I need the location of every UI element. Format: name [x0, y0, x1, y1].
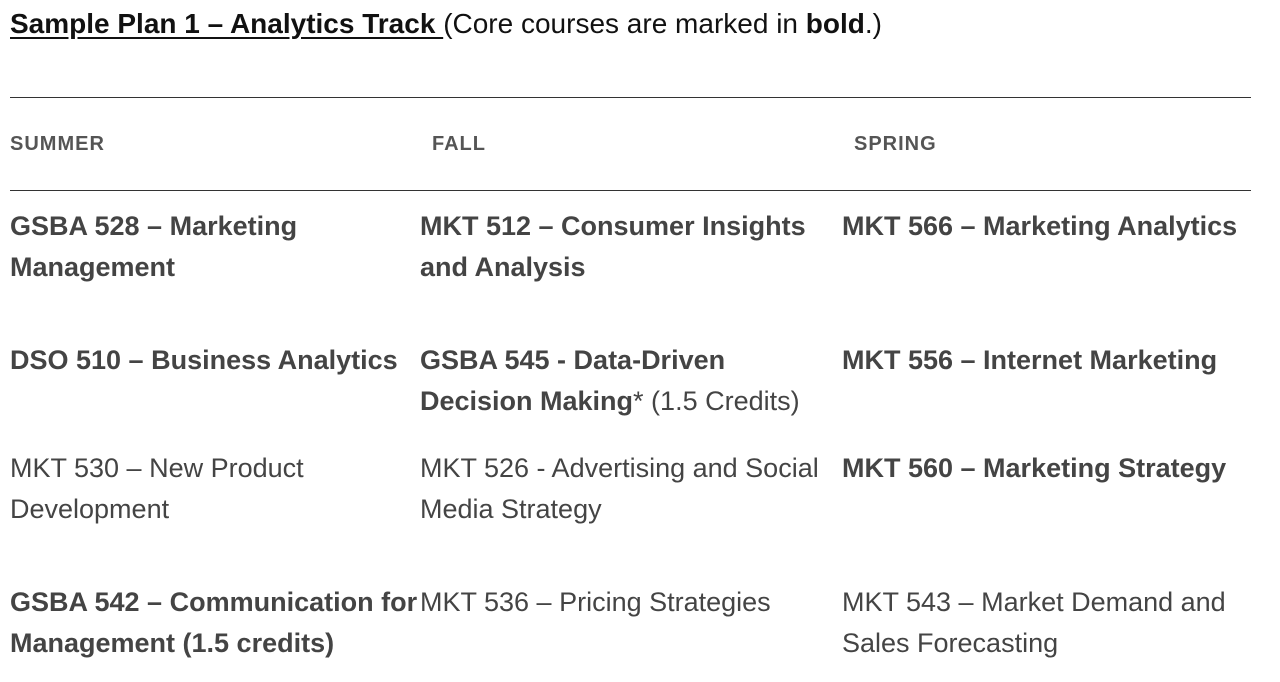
course-cell-spring: MKT 560 – Marketing Strategy [842, 448, 1252, 489]
header-fall: FALL [432, 133, 486, 155]
course-text: * (1.5 Credits) [633, 386, 800, 416]
page-title: Sample Plan 1 – Analytics Track (Core co… [10, 8, 882, 40]
title-note-suffix: .) [864, 8, 882, 39]
course-text: MKT 526 - Advertising and Social Media S… [420, 453, 819, 524]
course-cell-summer: MKT 530 – New Product Development [10, 448, 420, 530]
course-cell-summer: DSO 510 – Business Analytics [10, 340, 420, 381]
course-cell-fall: MKT 512 – Consumer Insights and Analysis [420, 206, 830, 288]
title-main: Sample Plan 1 – Analytics Track [10, 8, 444, 39]
core-course-text: GSBA 542 – Communication for Management … [10, 587, 418, 658]
title-note-bold: bold [805, 8, 865, 39]
core-course-text: MKT 512 – Consumer Insights and Analysis [420, 211, 806, 282]
course-cell-summer: GSBA 542 – Communication for Management … [10, 582, 420, 664]
core-course-text: DSO 510 – Business Analytics [10, 345, 398, 375]
core-course-text: MKT 566 – Marketing Analytics [842, 211, 1238, 241]
course-cell-spring: MKT 556 – Internet Marketing [842, 340, 1252, 381]
course-text: MKT 543 – Market Demand and Sales Foreca… [842, 587, 1226, 658]
table-top-rule [10, 97, 1251, 98]
course-cell-spring: MKT 543 – Market Demand and Sales Foreca… [842, 582, 1252, 664]
core-course-text: GSBA 528 – Marketing Management [10, 211, 298, 282]
course-text: MKT 530 – New Product Development [10, 453, 304, 524]
core-course-text: MKT 556 – Internet Marketing [842, 345, 1218, 375]
course-cell-fall: MKT 526 - Advertising and Social Media S… [420, 448, 830, 530]
header-summer: SUMMER [10, 133, 105, 155]
course-cell-summer: GSBA 528 – Marketing Management [10, 206, 420, 288]
course-text: MKT 536 – Pricing Strategies [420, 587, 771, 617]
core-course-text: MKT 560 – Marketing Strategy [842, 453, 1227, 483]
header-rule [10, 190, 1251, 191]
course-cell-fall: MKT 536 – Pricing Strategies [420, 582, 830, 623]
course-cell-spring: MKT 566 – Marketing Analytics [842, 206, 1252, 247]
core-course-text: GSBA 545 - Data-Driven Decision Making [420, 345, 726, 416]
title-note-prefix: (Core courses are marked in [443, 8, 806, 39]
header-spring: SPRING [854, 133, 937, 155]
course-cell-fall: GSBA 545 - Data-Driven Decision Making* … [420, 340, 830, 422]
